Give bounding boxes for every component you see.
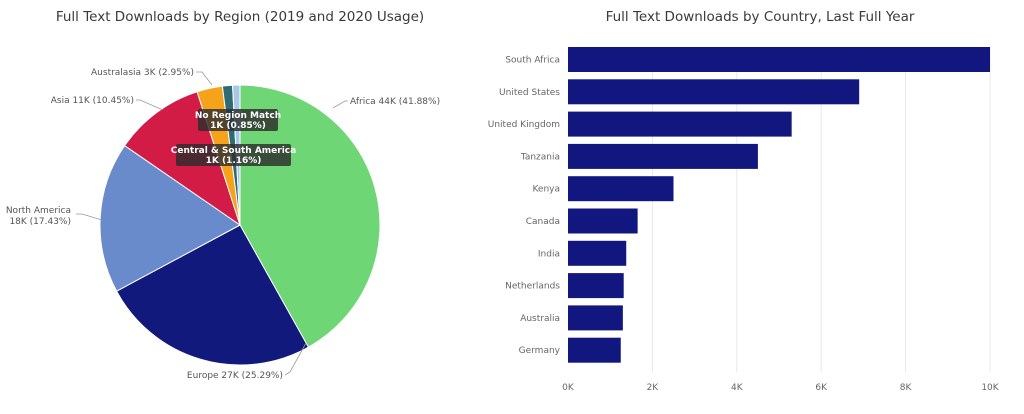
pie-callout-label: No Region Match (195, 111, 281, 121)
y-category-label: South Africa (505, 56, 560, 66)
pie-chart: Africa 44K (41.88%) Europe 27K (25.29%) No… (6, 68, 440, 381)
y-category-label: Canada (526, 217, 560, 227)
x-tick-label: 10K (981, 383, 999, 393)
pie-data-label: Africa 44K (41.88%) (350, 97, 440, 107)
bar-australia[interactable] (568, 305, 623, 331)
leader-line (284, 342, 307, 376)
bar-india[interactable] (568, 240, 627, 266)
leader-line (76, 213, 103, 221)
y-category-label: Tanzania (520, 152, 560, 162)
leader-line (136, 99, 164, 111)
bar-tanzania[interactable] (568, 143, 758, 169)
bar-kenya[interactable] (568, 176, 674, 202)
x-tick-label: 6K (815, 383, 828, 393)
bar-united-kingdom[interactable] (568, 111, 792, 137)
pie-callout-label: Central & South America (171, 146, 296, 156)
pie-data-label: Europe 27K (25.29%) (187, 371, 283, 381)
tooltip-box (198, 109, 278, 131)
pie-slice-north-america[interactable] (99, 144, 241, 292)
bar-south-africa[interactable] (568, 47, 990, 72)
pie-callout-label: 1K (0.85%) (210, 121, 266, 131)
bar-germany[interactable] (568, 337, 621, 363)
x-tick-label: 0K (562, 383, 575, 393)
y-category-label: United States (499, 88, 560, 98)
pie-data-label: North America (6, 206, 71, 216)
y-category-label: United Kingdom (488, 120, 560, 130)
bar-chart: 0K 2K 4K 6K 8K 10K South Africa United States Un… (488, 47, 1000, 393)
pie-chart-title: Full Text Downloads by Region (2019 and … (55, 9, 425, 25)
y-category-label: Netherlands (505, 282, 560, 292)
y-category-label: Kenya (532, 185, 560, 195)
pie-data-label: 18K (17.43%) (9, 217, 71, 227)
bar-united-states[interactable] (568, 79, 860, 105)
bar-canada[interactable] (568, 208, 638, 234)
tooltip-box (176, 144, 291, 166)
leader-line (332, 100, 348, 109)
y-category-label: Germany (519, 346, 561, 356)
pie-callout-label: 1K (1.16%) (206, 156, 262, 166)
x-tick-label: 8K (900, 383, 913, 393)
y-category-label: Australia (520, 314, 560, 324)
pie-data-label: Asia 11K (10.45%) (51, 96, 134, 106)
bar-chart-title: Full Text Downloads by Country, Last Ful… (605, 9, 915, 25)
bar-netherlands[interactable] (568, 273, 624, 299)
pie-slice-europe[interactable] (115, 224, 310, 366)
x-tick-label: 4K (731, 383, 744, 393)
y-category-label: India (538, 249, 560, 259)
pie-data-label: Australasia 3K (2.95%) (91, 68, 194, 78)
leader-line (196, 71, 213, 86)
x-tick-label: 2K (647, 383, 660, 393)
